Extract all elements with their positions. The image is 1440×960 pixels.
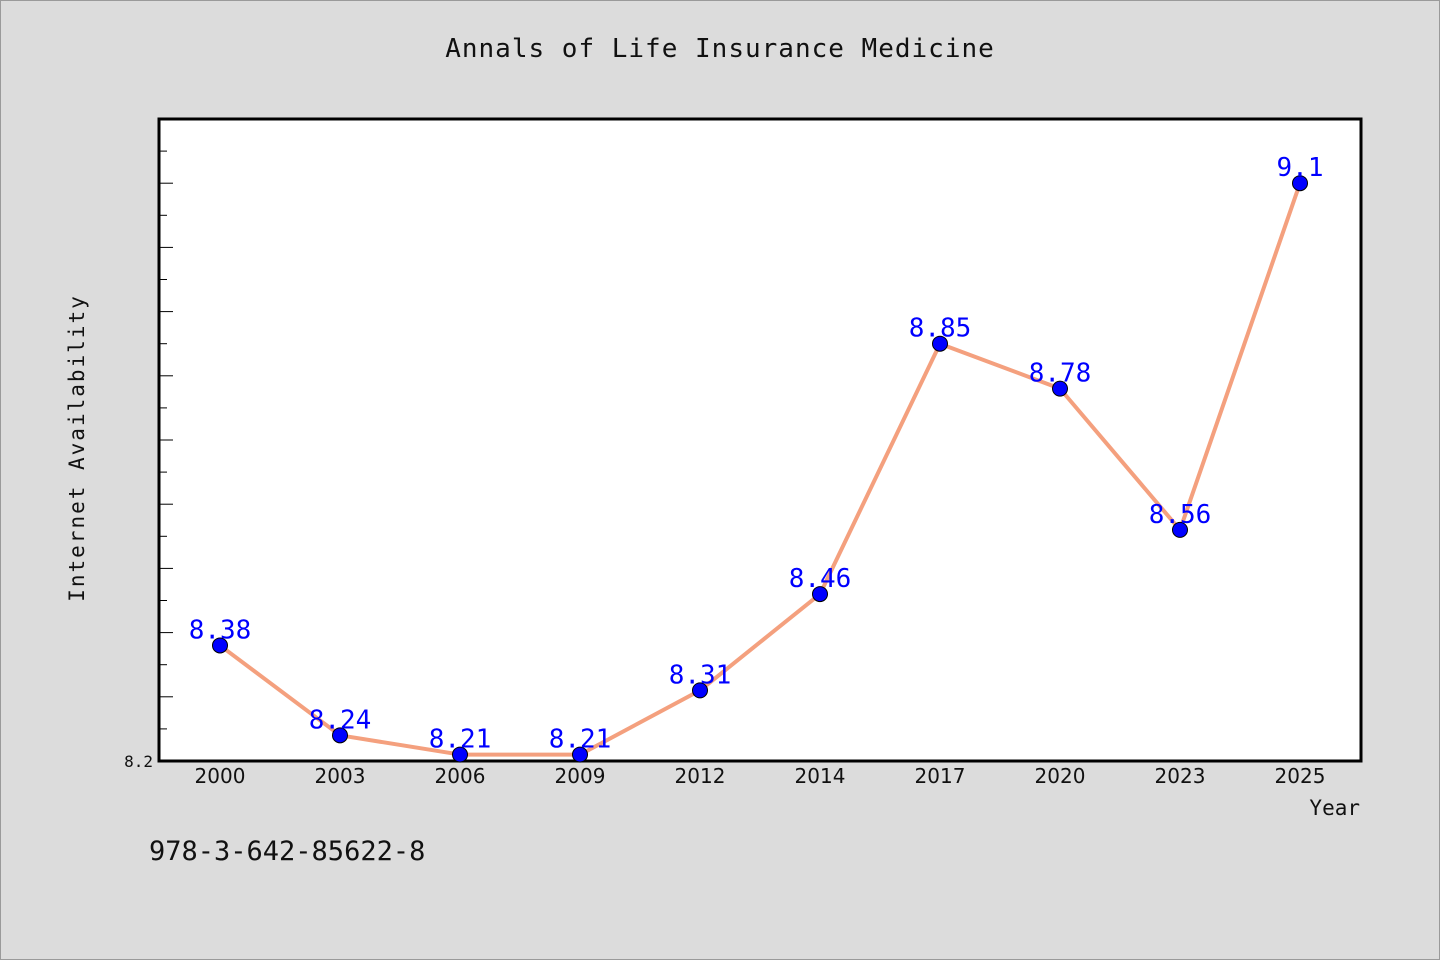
data-label: 8.78 <box>1029 359 1092 389</box>
x-tick-label: 2017 <box>915 764 966 788</box>
x-tick-label: 2003 <box>315 764 366 788</box>
plot-area <box>157 117 1363 763</box>
data-point <box>212 637 228 654</box>
data-point <box>332 727 348 744</box>
data-label: 8.46 <box>789 564 852 594</box>
data-label: 8.31 <box>669 660 732 690</box>
x-tick-label: 2000 <box>195 764 246 788</box>
x-tick-label: 2012 <box>675 764 726 788</box>
data-point <box>1292 175 1308 192</box>
data-point <box>812 586 828 603</box>
x-tick-label: 2023 <box>1155 764 1206 788</box>
data-point <box>932 335 948 352</box>
data-label: 8.38 <box>189 615 252 645</box>
x-tick-label: 2009 <box>555 764 606 788</box>
x-axis-label: Year <box>1309 796 1360 820</box>
y-tick-label: 8.2 <box>124 752 153 771</box>
x-tick-label: 2020 <box>1035 764 1086 788</box>
data-point <box>452 746 468 763</box>
series-line <box>218 182 1302 757</box>
data-point <box>1052 380 1068 397</box>
data-point <box>692 682 708 699</box>
data-label: 9.1 <box>1277 153 1324 183</box>
data-point <box>1172 521 1188 538</box>
data-label: 8.56 <box>1149 500 1212 530</box>
x-tick-label: 2025 <box>1275 764 1326 788</box>
data-point <box>572 746 588 763</box>
chart-title: Annals of Life Insurance Medicine <box>445 34 995 64</box>
x-tick-label: 2014 <box>795 764 846 788</box>
data-label: 8.85 <box>909 314 972 344</box>
isbn-text: 978-3-642-85622-8 <box>149 836 426 867</box>
data-label: 8.24 <box>309 705 372 735</box>
data-label: 8.21 <box>549 725 612 755</box>
data-label: 8.21 <box>429 725 492 755</box>
x-tick-label: 2006 <box>435 764 486 788</box>
